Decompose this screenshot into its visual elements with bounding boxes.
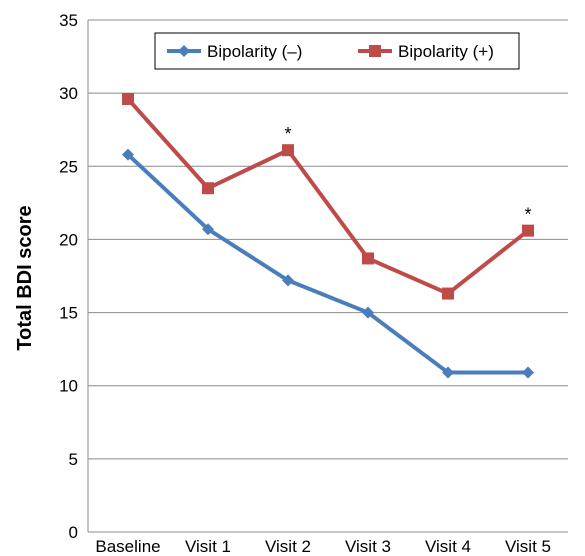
gridlines xyxy=(88,19,568,460)
series-1 xyxy=(122,92,534,300)
data-point xyxy=(442,287,454,300)
y-tick-labels: 0 5 10 15 20 25 30 35 xyxy=(59,11,78,542)
significance-marker: * xyxy=(284,124,291,144)
series-group xyxy=(122,92,534,379)
data-point xyxy=(442,366,454,379)
y-tick-label: 25 xyxy=(59,157,78,176)
data-point xyxy=(362,306,374,319)
data-point xyxy=(202,182,214,195)
series-0 xyxy=(122,148,534,379)
legend-label: Bipolarity (+) xyxy=(398,42,494,61)
y-tick-label: 5 xyxy=(69,450,78,469)
y-tick-label: 15 xyxy=(59,304,78,323)
data-point xyxy=(122,148,134,161)
data-point xyxy=(282,274,294,287)
x-tick-label: Visit 3 xyxy=(345,537,391,556)
x-tick-label: Visit 2 xyxy=(265,537,311,556)
series-line xyxy=(126,153,528,375)
y-tick-label: 10 xyxy=(59,377,78,396)
axes xyxy=(87,20,568,533)
legend: Bipolarity (–) Bipolarity (+) xyxy=(154,32,520,70)
legend-box xyxy=(154,32,520,70)
x-tick-label: Visit 5 xyxy=(505,537,551,556)
y-tick-label: 0 xyxy=(69,523,78,542)
x-tick-label: Visit 1 xyxy=(185,537,231,556)
legend-item-0: Bipolarity (–) xyxy=(167,42,302,61)
x-tick-label: Visit 4 xyxy=(425,537,471,556)
significance-marker: * xyxy=(524,205,531,225)
series-line xyxy=(126,97,530,296)
legend-swatch-marker xyxy=(369,45,381,57)
y-axis-label: Total BDI score xyxy=(14,205,36,350)
legend-swatch-marker xyxy=(178,45,190,57)
y-tick-label: 30 xyxy=(59,84,78,103)
data-point xyxy=(202,223,214,236)
data-point xyxy=(522,224,534,237)
x-tick-labels: Baseline Visit 1 Visit 2 Visit 3 Visit 4 Visi… xyxy=(95,537,551,556)
data-point xyxy=(362,252,374,265)
annotations: ** xyxy=(284,124,531,224)
x-tick-label: Baseline xyxy=(95,537,160,556)
data-point xyxy=(122,92,134,105)
y-tick-label: 20 xyxy=(59,230,78,249)
data-point xyxy=(282,144,294,157)
legend-label: Bipolarity (–) xyxy=(207,42,302,61)
y-tick-label: 35 xyxy=(59,11,78,30)
legend-item-1: Bipolarity (+) xyxy=(358,42,494,61)
data-point xyxy=(522,366,534,379)
